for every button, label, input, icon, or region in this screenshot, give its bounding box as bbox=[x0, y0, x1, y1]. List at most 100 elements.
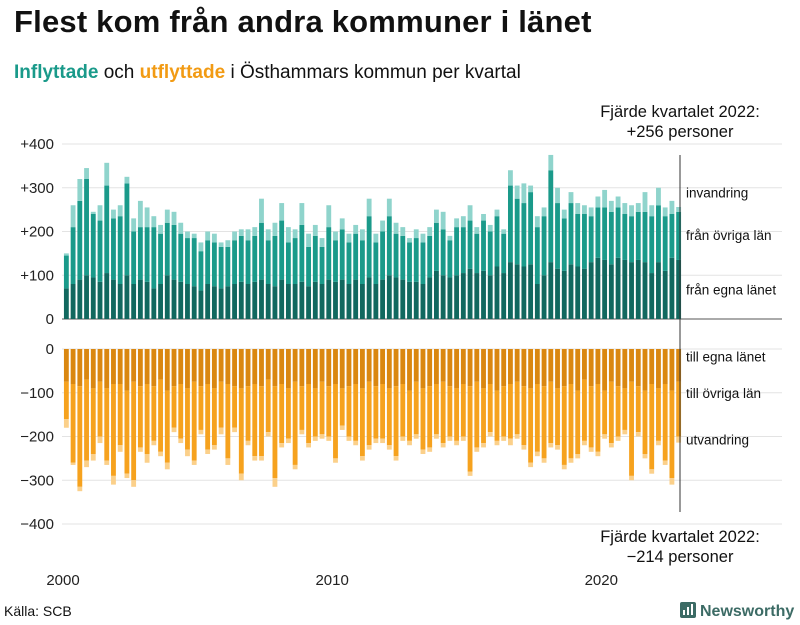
bar-out-same-county bbox=[245, 349, 251, 387]
series-label-till-ovriga-lan: till övriga län bbox=[686, 386, 761, 401]
bar-out-other-county bbox=[602, 390, 608, 435]
bar-out-emigration bbox=[602, 434, 608, 439]
bar-out-same-county bbox=[178, 349, 184, 384]
bar-out-other-county bbox=[487, 384, 493, 433]
bar-out-other-county bbox=[454, 388, 460, 441]
bar-out-other-county bbox=[326, 386, 332, 437]
bar-in-other-county bbox=[359, 240, 365, 284]
brand-logo[interactable]: Newsworthy bbox=[680, 602, 794, 621]
bar-in-immigration bbox=[508, 170, 513, 186]
bar-in-other-county bbox=[225, 246, 231, 287]
outflow-bars bbox=[63, 349, 682, 492]
y-axis-ticks: +400 +300 +200 +100 0 0 −100 −200 −300 −400 bbox=[20, 136, 54, 533]
bar-in-same-county bbox=[555, 268, 560, 319]
bar-in-immigration bbox=[662, 207, 668, 217]
bar-in-immigration bbox=[299, 203, 305, 225]
bar-in-immigration bbox=[534, 216, 540, 228]
bar-out-same-county bbox=[487, 349, 493, 384]
bar-in-other-county bbox=[629, 216, 634, 263]
bar-out-other-county bbox=[393, 386, 399, 457]
bar-out-same-county bbox=[171, 349, 177, 387]
bar-in-same-county bbox=[561, 270, 567, 319]
bar-out-emigration bbox=[413, 434, 419, 439]
bar-out-other-county bbox=[272, 386, 278, 479]
bar-in-same-county bbox=[279, 279, 285, 319]
bar-in-same-county bbox=[629, 262, 634, 319]
bar-out-same-county bbox=[232, 349, 237, 387]
bar-out-other-county bbox=[238, 388, 244, 474]
bar-out-other-county bbox=[211, 388, 217, 446]
bar-in-other-county bbox=[279, 220, 285, 280]
bar-in-immigration bbox=[555, 187, 560, 204]
bar-in-same-county bbox=[198, 290, 204, 319]
bar-in-immigration bbox=[191, 233, 197, 239]
bar-out-emigration bbox=[541, 458, 547, 463]
bar-out-same-county bbox=[272, 349, 278, 387]
bar-out-emigration bbox=[608, 443, 614, 448]
bar-in-immigration bbox=[326, 205, 332, 228]
bar-out-other-county bbox=[84, 379, 89, 461]
bar-out-same-county bbox=[548, 349, 554, 382]
bar-out-other-county bbox=[218, 381, 224, 428]
bar-in-same-county bbox=[427, 277, 433, 319]
brand-name: Newsworthy bbox=[700, 603, 795, 620]
bar-out-emigration bbox=[137, 447, 143, 452]
bar-in-other-county bbox=[164, 222, 170, 276]
bar-in-same-county bbox=[245, 284, 251, 319]
bar-out-other-county bbox=[366, 381, 372, 446]
bar-out-other-county bbox=[259, 386, 264, 457]
bar-in-same-county bbox=[299, 281, 305, 319]
bar-out-same-county bbox=[299, 349, 305, 387]
bar-in-other-county bbox=[561, 218, 567, 271]
bar-in-immigration bbox=[642, 192, 648, 212]
bar-out-other-county bbox=[649, 384, 655, 470]
bar-out-other-county bbox=[474, 381, 480, 448]
bar-out-other-county bbox=[144, 384, 150, 454]
bar-out-same-county bbox=[198, 349, 204, 387]
bar-out-other-county bbox=[312, 388, 318, 437]
bar-in-other-county bbox=[528, 192, 534, 265]
bar-out-emigration bbox=[440, 443, 446, 448]
bar-out-same-county bbox=[474, 349, 480, 382]
subtitle-out-word: utflyttade bbox=[139, 62, 226, 83]
bar-in-same-county bbox=[602, 259, 608, 319]
bar-in-immigration bbox=[319, 238, 325, 247]
bar-out-other-county bbox=[481, 388, 486, 444]
bar-in-other-county bbox=[575, 214, 581, 267]
bar-in-immigration bbox=[454, 218, 460, 228]
bar-out-other-county bbox=[151, 386, 157, 441]
bar-out-emigration bbox=[299, 429, 305, 435]
bar-in-same-county bbox=[407, 281, 412, 319]
bar-in-other-county bbox=[124, 183, 130, 276]
bar-in-same-county bbox=[70, 284, 76, 319]
bar-out-same-county bbox=[555, 349, 560, 389]
series-label-fran-egna-lanet: från egna länet bbox=[686, 282, 776, 297]
bar-in-same-county bbox=[117, 284, 123, 319]
bar-in-same-county bbox=[272, 286, 278, 319]
bar-in-immigration bbox=[433, 209, 439, 223]
bar-in-other-county bbox=[245, 240, 251, 284]
inflow-bars bbox=[63, 154, 682, 319]
bar-out-other-county bbox=[642, 390, 648, 454]
bar-in-other-county bbox=[97, 220, 103, 282]
bar-out-other-county bbox=[111, 384, 116, 476]
bar-out-emigration bbox=[433, 434, 439, 439]
bar-out-other-county bbox=[662, 384, 668, 461]
bar-in-immigration bbox=[198, 242, 204, 252]
bar-out-same-county bbox=[501, 349, 507, 387]
bar-out-same-county bbox=[494, 349, 500, 391]
bar-out-other-county bbox=[467, 386, 473, 472]
bar-in-immigration bbox=[151, 216, 157, 228]
y-tick-label: +200 bbox=[20, 224, 54, 241]
bar-out-other-county bbox=[386, 388, 392, 446]
bar-out-other-county bbox=[568, 384, 574, 459]
bar-out-emigration bbox=[104, 460, 110, 465]
bar-in-other-county bbox=[104, 185, 110, 274]
bar-in-immigration bbox=[353, 224, 359, 234]
bar-in-same-county bbox=[521, 266, 527, 319]
note-top-line2: +256 personer bbox=[626, 123, 734, 141]
bar-in-other-county bbox=[582, 214, 587, 269]
bar-out-other-county bbox=[131, 381, 137, 481]
bar-out-other-county bbox=[548, 381, 554, 444]
bar-in-same-county bbox=[191, 286, 197, 319]
